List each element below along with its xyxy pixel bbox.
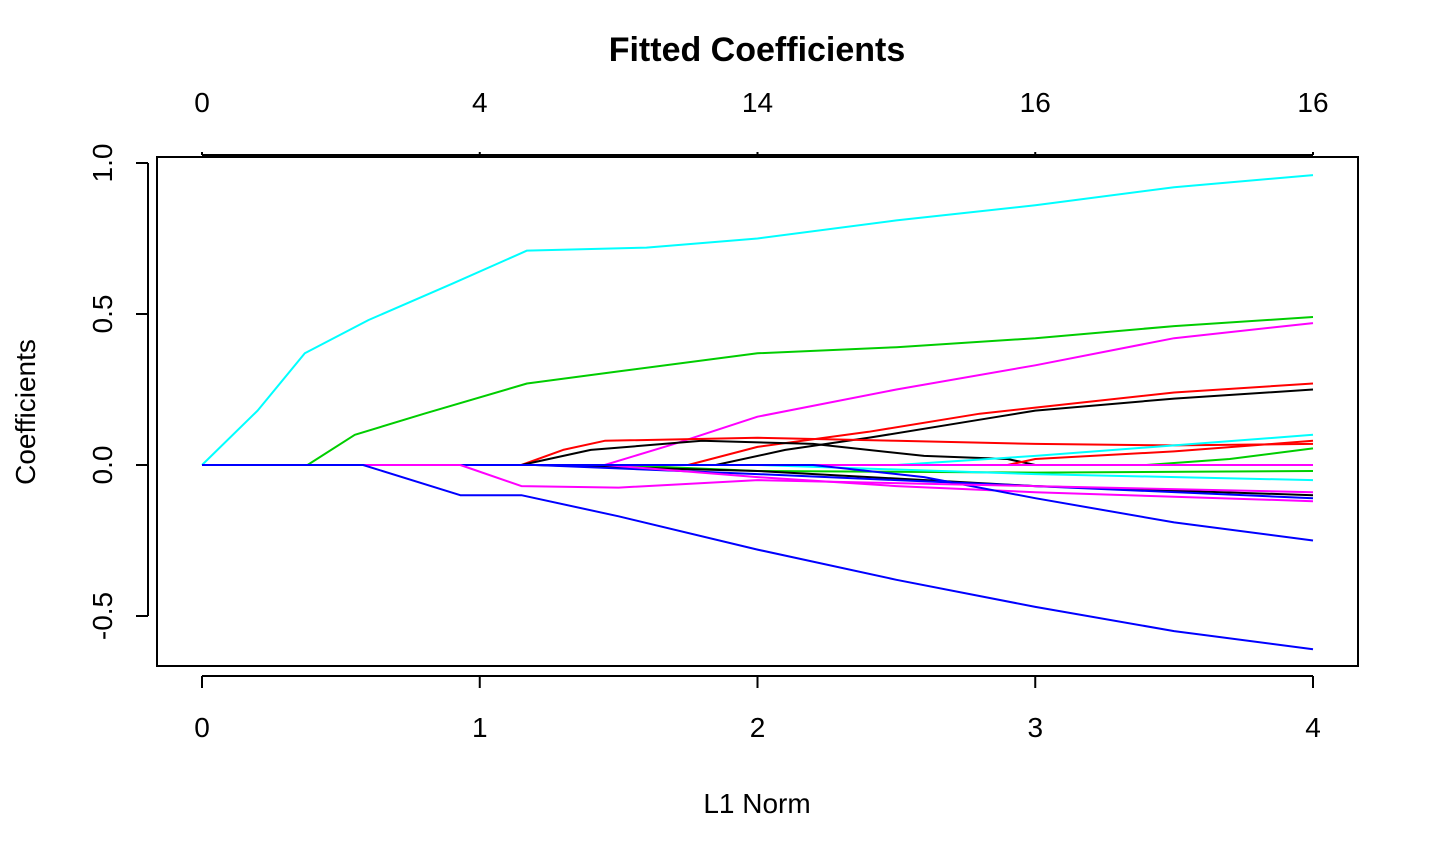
- top-axis-df: 0 4 14 16 16: [194, 87, 1329, 156]
- y-axis: -0.5 0.0 0.5 1.0: [87, 144, 149, 640]
- x-tick-label: 4: [1305, 712, 1321, 743]
- top-tick-label: 16: [1020, 87, 1051, 118]
- x-tick-label: 2: [750, 712, 766, 743]
- coefficient-path-8: [202, 433, 1314, 466]
- x-axis-label: L1 Norm: [703, 788, 810, 819]
- top-tick-label: 0: [194, 87, 210, 118]
- y-tick-label: 1.0: [87, 144, 118, 183]
- top-tick-label: 14: [742, 87, 773, 118]
- x-axis: 0 1 2 3 4: [194, 675, 1321, 743]
- coefficient-path-17: [202, 464, 1314, 542]
- coefficient-path-18: [202, 464, 1314, 494]
- top-tick-label: 4: [472, 87, 488, 118]
- coefficient-path-1: [201, 174, 1314, 466]
- coefficient-path-3: [202, 322, 1314, 466]
- coefficient-path-19: [202, 464, 1314, 651]
- coefficient-path-5: [202, 388, 1314, 466]
- coefficient-path-2: [202, 316, 1314, 466]
- coefficient-path-15: [202, 464, 1314, 500]
- plot-frame: [156, 156, 1359, 667]
- y-tick-label: 0.0: [87, 446, 118, 485]
- y-tick-label: -0.5: [87, 592, 118, 640]
- y-axis-label: Coefficients: [10, 339, 41, 485]
- top-tick-label: 16: [1297, 87, 1328, 118]
- x-tick-label: 0: [194, 712, 210, 743]
- chart-title: Fitted Coefficients: [609, 31, 906, 69]
- coefficient-path-6: [202, 436, 1314, 466]
- coefficient-path-7: [202, 439, 1313, 466]
- y-tick-label: 0.5: [87, 295, 118, 334]
- coefficient-path-4: [202, 382, 1314, 466]
- series-layer: [201, 174, 1314, 651]
- x-tick-label: 1: [472, 712, 488, 743]
- x-tick-label: 3: [1027, 712, 1043, 743]
